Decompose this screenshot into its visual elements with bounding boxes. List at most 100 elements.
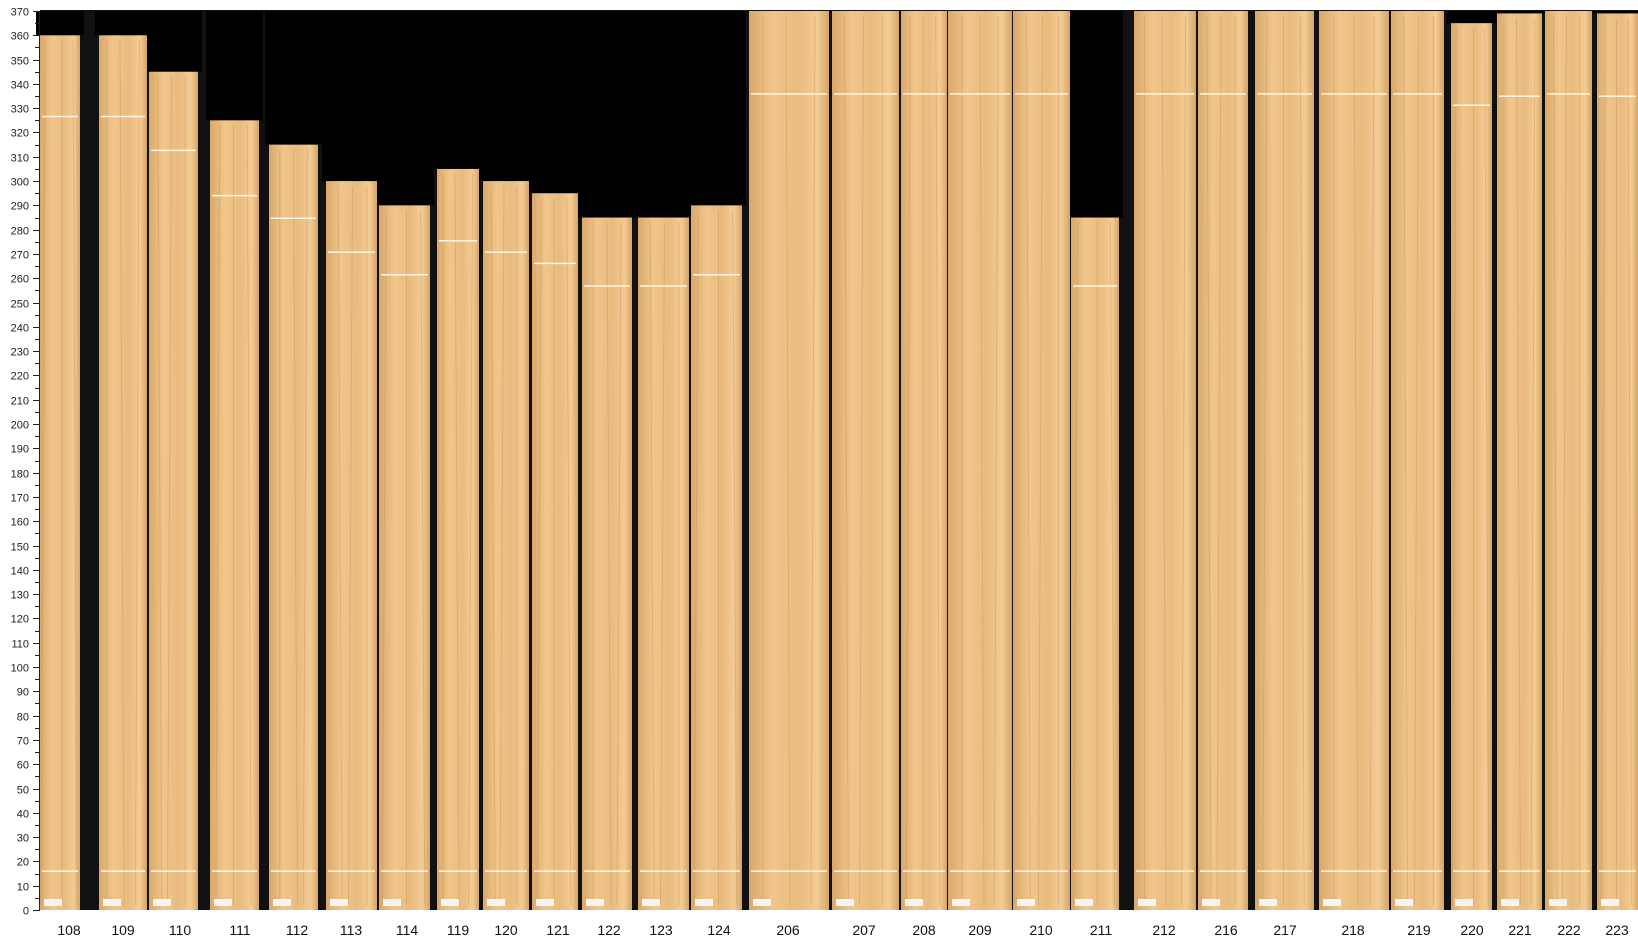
plank-tag (836, 899, 854, 906)
x-tick-label: 120 (494, 922, 518, 938)
plank-208 (901, 11, 947, 910)
bar-112 (269, 144, 318, 910)
plank-217 (1255, 11, 1314, 910)
y-tick-label: 120 (11, 614, 29, 626)
plank-tag (642, 899, 660, 906)
x-tick-label: 122 (597, 922, 621, 938)
y-tick-label: 210 (11, 396, 29, 408)
y-tick-label: 140 (11, 566, 29, 578)
grain-line (119, 40, 125, 906)
y-tick-label: 350 (11, 56, 29, 68)
bar-218 (1319, 11, 1389, 910)
x-tick-label: 211 (1090, 922, 1113, 938)
y-tick-label: 30 (17, 833, 29, 845)
bar-110 (149, 71, 198, 911)
plank-121 (532, 193, 578, 910)
y-tick-label: 50 (17, 785, 29, 797)
grain-line (337, 186, 343, 906)
y-tick-label: 150 (11, 542, 29, 554)
bar-background-120 (479, 11, 533, 182)
bar-background-221 (1493, 11, 1546, 14)
x-tick-label: 124 (707, 922, 731, 938)
bar-223 (1597, 13, 1638, 910)
plank-220 (1451, 23, 1492, 911)
plank-209 (948, 11, 1012, 910)
plank-tag (487, 899, 505, 906)
grain-line (499, 186, 505, 906)
x-tick-label: 110 (169, 922, 192, 938)
bar-221 (1497, 13, 1542, 910)
grain-line (40, 40, 46, 906)
grain-line (1562, 15, 1567, 906)
bar-background-121 (528, 11, 582, 194)
x-tick-label: 206 (776, 922, 800, 938)
grain-line (1181, 15, 1187, 906)
grain-line (1038, 15, 1043, 906)
grain-line (1552, 15, 1558, 906)
grain-line (381, 210, 387, 906)
x-tick-label: 208 (912, 922, 936, 938)
plank-tag (1549, 899, 1567, 906)
grain-line (246, 125, 252, 906)
plank-tag (1202, 899, 1220, 906)
y-tick-label: 90 (17, 687, 29, 699)
plank-113 (326, 181, 377, 911)
y-tick-label: 230 (11, 347, 29, 359)
bar-124 (691, 205, 742, 911)
grain-line (167, 76, 172, 906)
plank-218 (1319, 11, 1389, 910)
plank-tag (1075, 899, 1093, 906)
grain-line (1600, 18, 1606, 906)
bar-background-220 (1447, 11, 1496, 24)
grain-line (1403, 15, 1409, 906)
bar-background-223 (1593, 11, 1638, 14)
plank-124 (691, 205, 742, 911)
plank-tag (536, 899, 554, 906)
plank-tag (153, 899, 171, 906)
grain-line (1484, 28, 1490, 906)
grain-line (1414, 15, 1419, 906)
grain-line (1516, 18, 1521, 906)
y-axis: 0 10 20 30 40 50 60 70 80 90 100 110 120 130 140 150 160… (11, 7, 40, 918)
plank-122 (582, 217, 632, 910)
y-tick-label: 110 (11, 639, 29, 651)
plank-123 (638, 217, 689, 910)
grain-line (616, 222, 622, 906)
grain-line (490, 186, 496, 906)
x-tick-label: 210 (1029, 922, 1053, 938)
grain-line (468, 173, 474, 906)
y-tick-label: 310 (11, 153, 29, 165)
plank-110 (149, 71, 198, 911)
plank-112 (269, 144, 318, 910)
y-tick-label: 360 (11, 31, 29, 43)
grain-line (1216, 15, 1222, 906)
bar-108 (40, 35, 80, 910)
bar-background-119 (433, 11, 483, 169)
plank-tag (383, 899, 401, 906)
bar-background-122 (578, 11, 636, 218)
grain-line (1161, 15, 1167, 906)
bar-217 (1255, 11, 1314, 910)
plank-111 (210, 120, 259, 911)
bar-background-109 (95, 11, 151, 36)
grain-line (1353, 15, 1359, 906)
x-tick-label: 112 (286, 922, 309, 938)
grain-line (859, 15, 864, 906)
bar-212 (1134, 11, 1196, 910)
y-tick-label: 170 (11, 493, 29, 505)
x-tick-label: 219 (1407, 922, 1431, 938)
y-tick-label: 60 (17, 760, 29, 772)
y-tick-label: 220 (11, 371, 29, 383)
x-tick-label: 209 (968, 922, 992, 938)
grain-line (1262, 15, 1268, 906)
grain-line (785, 15, 791, 906)
plank-216 (1198, 11, 1248, 910)
y-tick-label: 10 (17, 882, 29, 894)
x-tick-label: 113 (340, 922, 363, 938)
plank-tag (44, 899, 62, 906)
grain-line (993, 15, 999, 906)
plank-tag (1323, 899, 1341, 906)
bar-background-111 (206, 11, 263, 121)
grain-line (1299, 15, 1305, 906)
bar-220 (1451, 23, 1492, 911)
